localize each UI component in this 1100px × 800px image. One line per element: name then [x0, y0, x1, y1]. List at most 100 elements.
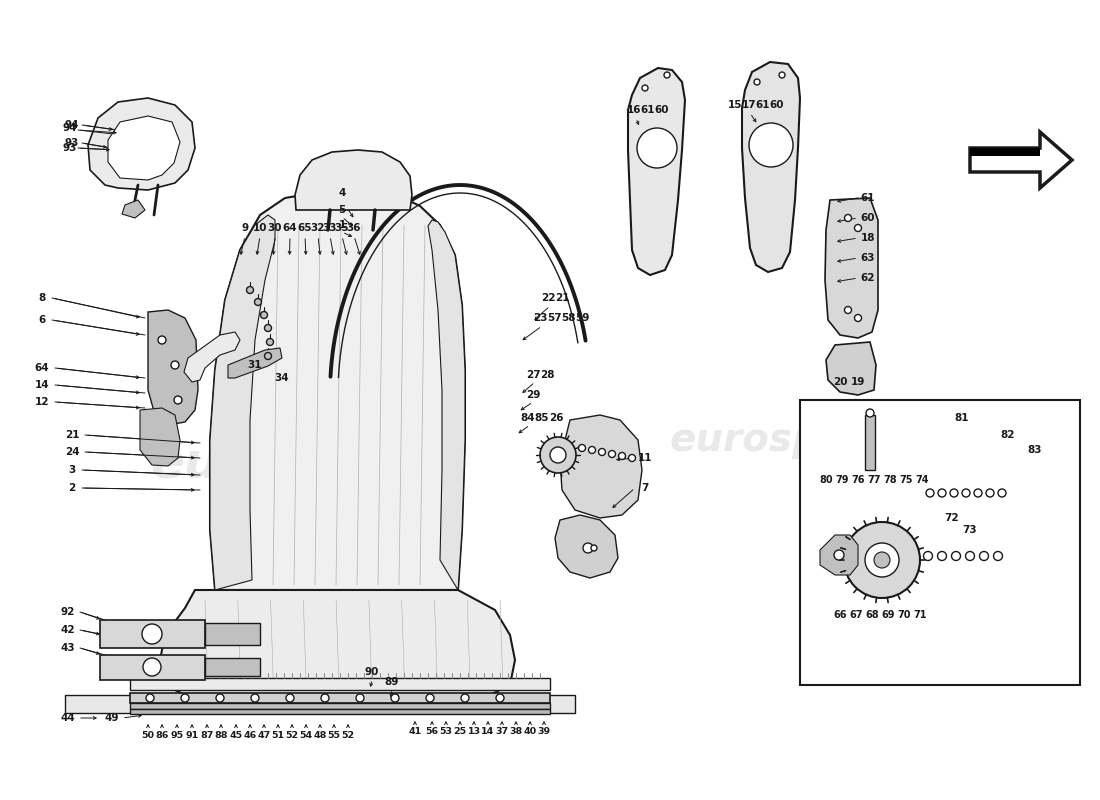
Circle shape — [583, 543, 593, 553]
Text: 94: 94 — [63, 123, 77, 133]
Text: 59: 59 — [575, 313, 590, 323]
Text: 56: 56 — [426, 727, 439, 737]
Circle shape — [950, 489, 958, 497]
Circle shape — [286, 694, 294, 702]
Text: 85: 85 — [535, 413, 549, 423]
Text: 73: 73 — [962, 525, 977, 535]
Text: 30: 30 — [267, 223, 283, 233]
Text: 1: 1 — [339, 220, 345, 230]
Circle shape — [261, 311, 267, 318]
Text: 75: 75 — [900, 475, 913, 485]
Text: 83: 83 — [1027, 445, 1043, 455]
Circle shape — [540, 437, 576, 473]
Circle shape — [865, 543, 899, 577]
Circle shape — [866, 409, 874, 417]
Circle shape — [844, 522, 920, 598]
Polygon shape — [820, 535, 858, 575]
Text: 95: 95 — [170, 730, 184, 739]
Text: 31: 31 — [248, 360, 262, 370]
Text: 28: 28 — [540, 370, 554, 380]
Text: 34: 34 — [275, 373, 289, 383]
Text: 8: 8 — [39, 293, 45, 303]
Text: 87: 87 — [200, 730, 213, 739]
Circle shape — [962, 489, 970, 497]
Circle shape — [642, 85, 648, 91]
Circle shape — [855, 225, 861, 231]
Text: 82: 82 — [1001, 430, 1015, 440]
Text: 27: 27 — [526, 370, 540, 380]
Polygon shape — [228, 348, 282, 378]
Polygon shape — [556, 515, 618, 578]
Bar — [130, 703, 550, 709]
Circle shape — [979, 551, 989, 561]
Text: 62: 62 — [860, 273, 876, 283]
Text: 74: 74 — [915, 475, 928, 485]
Polygon shape — [140, 408, 180, 466]
Text: 21: 21 — [554, 293, 570, 303]
Text: 46: 46 — [243, 730, 256, 739]
Text: 19: 19 — [850, 377, 866, 387]
Circle shape — [874, 552, 890, 568]
Text: 80: 80 — [820, 475, 833, 485]
Text: 54: 54 — [299, 730, 312, 739]
Circle shape — [266, 338, 274, 346]
Circle shape — [834, 550, 844, 560]
Circle shape — [598, 449, 605, 455]
Circle shape — [754, 79, 760, 85]
Circle shape — [158, 336, 166, 344]
Circle shape — [254, 298, 262, 306]
Circle shape — [321, 694, 329, 702]
Text: 39: 39 — [538, 727, 551, 737]
Text: 51: 51 — [272, 730, 285, 739]
Circle shape — [993, 551, 1002, 561]
Text: 86: 86 — [155, 730, 168, 739]
Text: 55: 55 — [328, 730, 341, 739]
Text: 22: 22 — [541, 293, 556, 303]
Text: 49: 49 — [104, 713, 119, 723]
Text: 29: 29 — [526, 390, 540, 400]
Text: 88: 88 — [214, 730, 228, 739]
Text: 79: 79 — [835, 475, 849, 485]
Text: 12: 12 — [35, 397, 50, 407]
Text: 11: 11 — [638, 453, 652, 463]
Text: 61: 61 — [640, 105, 656, 115]
Text: 72: 72 — [945, 513, 959, 523]
Polygon shape — [160, 590, 515, 695]
Circle shape — [390, 694, 399, 702]
Polygon shape — [108, 116, 180, 180]
Text: 26: 26 — [549, 413, 563, 423]
Text: 47: 47 — [257, 730, 271, 739]
Circle shape — [952, 551, 960, 561]
Circle shape — [974, 489, 982, 497]
Bar — [100, 620, 205, 648]
Text: 33: 33 — [322, 223, 338, 233]
Text: 40: 40 — [524, 727, 537, 737]
Text: 14: 14 — [482, 727, 495, 737]
Bar — [865, 415, 874, 470]
Circle shape — [251, 694, 258, 702]
Circle shape — [966, 551, 975, 561]
Bar — [130, 693, 550, 703]
Circle shape — [246, 286, 253, 294]
Text: 13: 13 — [468, 727, 481, 737]
Circle shape — [591, 545, 597, 551]
Text: 70: 70 — [898, 610, 911, 620]
Text: 24: 24 — [65, 447, 79, 457]
Text: 91: 91 — [186, 730, 199, 739]
Circle shape — [356, 694, 364, 702]
Circle shape — [628, 454, 636, 462]
Text: 94: 94 — [65, 120, 79, 130]
Text: 93: 93 — [65, 138, 79, 148]
Text: 2: 2 — [68, 483, 76, 493]
Circle shape — [174, 396, 182, 404]
Polygon shape — [210, 215, 275, 590]
Text: 66: 66 — [834, 610, 847, 620]
Bar — [205, 623, 260, 645]
Circle shape — [426, 694, 434, 702]
Circle shape — [170, 361, 179, 369]
Text: 9: 9 — [241, 223, 249, 233]
Polygon shape — [560, 415, 642, 518]
Bar — [970, 148, 1040, 156]
Text: eurospares: eurospares — [150, 440, 466, 488]
Polygon shape — [295, 150, 412, 210]
